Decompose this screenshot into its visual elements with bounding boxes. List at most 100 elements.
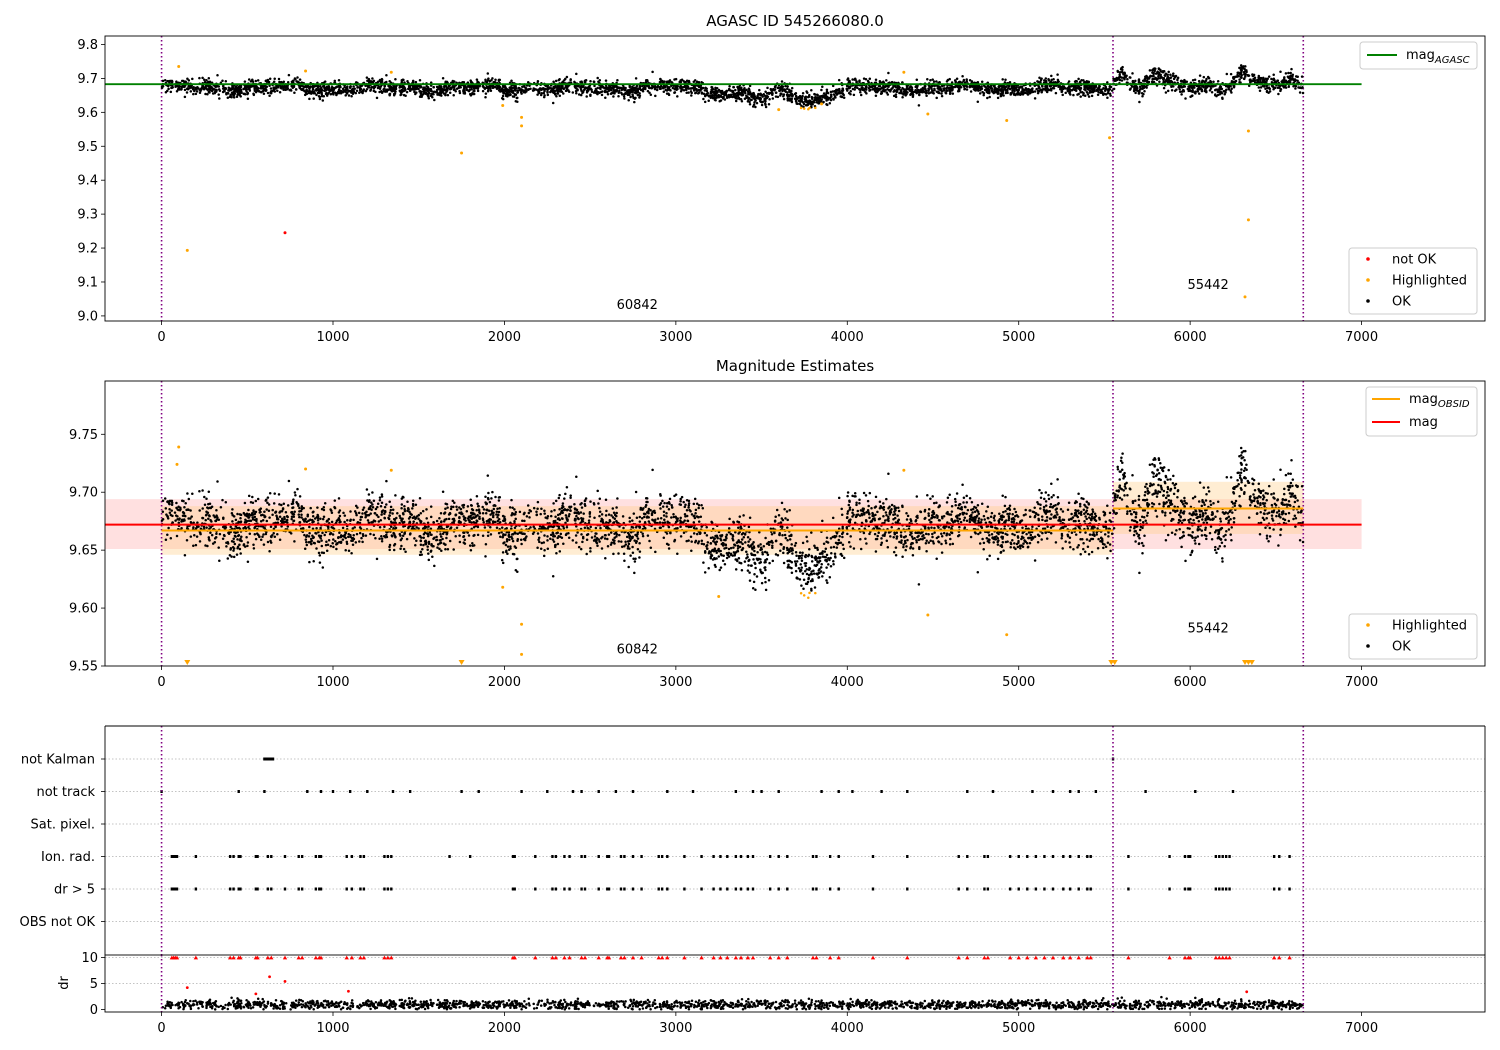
agasc-point (1244, 73, 1247, 76)
agasc-point (832, 93, 836, 96)
magnitude-point (1208, 531, 1212, 535)
agasc-point (861, 88, 865, 92)
agasc-point (993, 90, 997, 93)
agasc-point (415, 91, 418, 94)
agasc-point (774, 95, 778, 98)
magnitude-point (821, 519, 824, 523)
agasc-point (458, 84, 461, 88)
magnitude-point (985, 536, 989, 540)
agasc-point (659, 77, 662, 81)
magnitude-point (917, 583, 921, 586)
agasc-point (1211, 85, 1214, 88)
agasc-point (226, 96, 230, 100)
agasc-point (355, 89, 359, 92)
agasc-point (425, 89, 429, 92)
agasc-point (1272, 88, 1275, 91)
agasc-point (199, 87, 203, 91)
agasc-point (183, 88, 187, 92)
agasc-point (654, 94, 657, 98)
agasc-point (207, 77, 211, 80)
agasc-point (740, 89, 744, 92)
agasc-point (585, 95, 588, 98)
agasc-point (1052, 78, 1055, 81)
agasc-point (1088, 89, 1092, 93)
agasc-point (1108, 92, 1112, 95)
magnitude-point (207, 514, 211, 517)
agasc-point (317, 91, 321, 95)
agasc-point (571, 91, 575, 94)
agasc-point (1293, 78, 1296, 81)
agasc-point (555, 95, 558, 98)
magnitude-point (993, 519, 996, 522)
agasc-point (721, 92, 725, 96)
magnitude-point (1225, 529, 1228, 533)
agasc-point (1148, 69, 1152, 72)
agasc-point (858, 79, 861, 82)
agasc-point (1144, 75, 1147, 79)
agasc-point (1010, 85, 1014, 89)
agasc-point (666, 86, 670, 90)
agasc-point (1286, 75, 1290, 78)
agasc-point (1289, 81, 1292, 84)
agasc-point (799, 100, 803, 103)
magnitude-point (958, 517, 961, 521)
agasc-point (608, 85, 612, 89)
agasc-point (1193, 78, 1197, 82)
agasc-point (626, 93, 630, 97)
agasc-point (1249, 81, 1252, 84)
agasc-point (409, 89, 412, 92)
agasc-point (1191, 94, 1194, 97)
agasc-point (1049, 87, 1053, 91)
magnitude-point (1144, 519, 1147, 522)
agasc-point (443, 85, 447, 88)
agasc-point (613, 91, 616, 94)
agasc-point (589, 93, 592, 97)
agasc-point (215, 85, 219, 88)
agasc-point (503, 88, 506, 91)
magnitude-point (344, 536, 347, 540)
agasc-highlighted-point (777, 108, 781, 112)
agasc-highlighted-point (1243, 295, 1247, 299)
agasc-point (996, 96, 1000, 100)
magnitude-point (1229, 476, 1233, 479)
agasc-point (453, 88, 456, 91)
agasc-point (516, 96, 519, 100)
agasc-highlighted-point (902, 70, 906, 74)
agasc-point (933, 87, 936, 91)
agasc-ytick-label: 9.3 (77, 208, 98, 223)
agasc-point (256, 79, 260, 82)
magnitude-point (744, 541, 747, 544)
agasc-point (332, 88, 336, 91)
magnitude-point (189, 535, 193, 538)
agasc-point (617, 86, 620, 89)
agasc-point (1247, 74, 1251, 77)
agasc-point (1021, 93, 1025, 96)
agasc-point (1279, 70, 1282, 74)
agasc-point (469, 94, 473, 97)
agasc-point (731, 89, 734, 93)
agasc-point (419, 94, 423, 98)
agasc-point (885, 79, 888, 82)
agasc-highlighted-point (460, 151, 464, 155)
agasc-point (821, 85, 824, 89)
agasc-point (865, 85, 868, 89)
agasc-point (321, 89, 324, 92)
agasc-point (203, 78, 206, 82)
magnitude-point (667, 543, 670, 546)
agasc-point (527, 88, 531, 91)
agasc-point (239, 85, 243, 89)
agasc-point (448, 91, 452, 94)
magnitude-point (988, 554, 991, 558)
agasc-point (583, 88, 586, 91)
agasc-point (452, 93, 455, 97)
agasc-point (433, 98, 436, 102)
agasc-point (376, 86, 380, 90)
magnitude-point (315, 547, 318, 550)
agasc-point (896, 86, 899, 89)
agasc-point (1141, 95, 1144, 98)
agasc-point (1233, 81, 1237, 84)
agasc-point (432, 86, 435, 89)
agasc-point (709, 90, 713, 94)
agasc-point (829, 96, 832, 99)
agasc-point (239, 88, 243, 92)
